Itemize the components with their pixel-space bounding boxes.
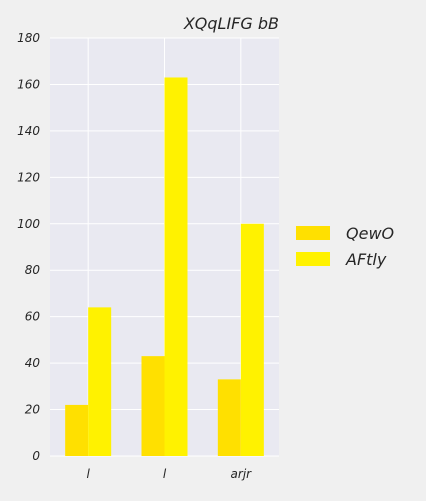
y-tick-label: 160 (17, 77, 40, 91)
chart-title: XQqLIFG bB (183, 14, 279, 33)
bar-qewo-2 (217, 379, 241, 456)
bar-qewo-1 (141, 356, 165, 456)
y-tick-label: 120 (17, 170, 40, 184)
legend-swatch (296, 252, 330, 266)
x-tick-label: arjr (231, 467, 253, 481)
y-tick-label: 100 (17, 217, 40, 231)
legend-swatch (296, 226, 330, 240)
x-tick-label: l (86, 467, 90, 481)
x-tick-labels: l l arjr (86, 467, 252, 481)
bar-qewo-0 (65, 404, 89, 456)
legend-label: QewO (346, 224, 394, 243)
y-tick-label: 180 (17, 31, 40, 45)
y-tick-label: 140 (17, 124, 40, 138)
y-tick-label: 20 (25, 403, 41, 417)
bar-aftly-0 (88, 307, 112, 456)
x-tick-label: l (163, 467, 167, 481)
legend-label: AFtly (345, 250, 387, 269)
bar-aftly-1 (164, 77, 188, 456)
bar-aftly-2 (240, 223, 264, 456)
y-tick-labels: 0 20 40 60 80 100 120 140 160 180 (17, 31, 40, 463)
legend: QewO AFtly (296, 224, 394, 269)
bar-layer (65, 77, 264, 456)
y-tick-label: 0 (32, 449, 40, 463)
y-tick-label: 60 (25, 310, 41, 324)
y-tick-label: 40 (25, 356, 41, 370)
y-tick-label: 80 (25, 263, 41, 277)
